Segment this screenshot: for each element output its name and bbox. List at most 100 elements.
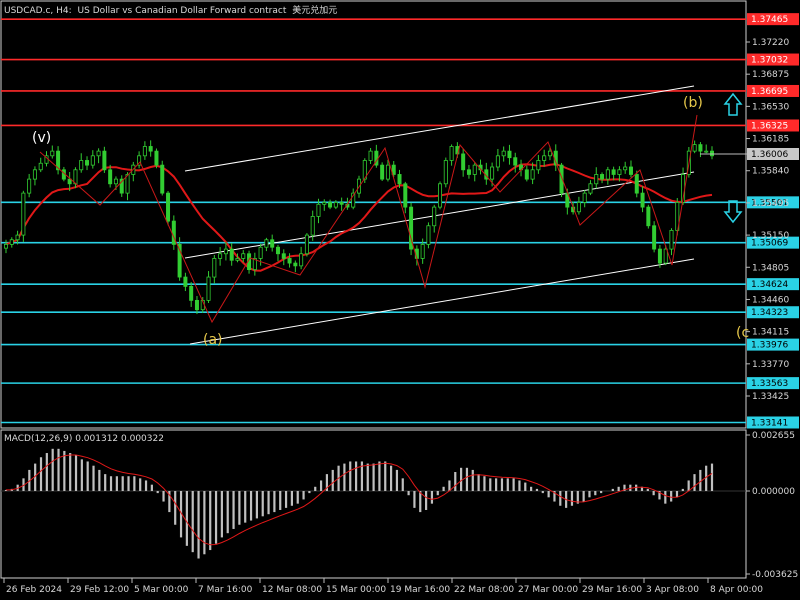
- price-candles: [4, 140, 715, 315]
- candle: [252, 252, 257, 276]
- support-level-tag: [747, 236, 799, 249]
- candle: [339, 197, 344, 211]
- candle: [32, 166, 37, 186]
- candle: [206, 271, 211, 303]
- candle: [275, 244, 280, 262]
- channel-middle-line[interactable]: [184, 171, 695, 259]
- candle: [189, 282, 194, 307]
- candle: [85, 156, 90, 171]
- price-tick-label: 1.36185: [752, 135, 789, 145]
- candle: [235, 253, 240, 263]
- candle: [420, 238, 425, 264]
- candle: [4, 239, 9, 254]
- price-tick-label: 1.36875: [752, 70, 789, 80]
- candle: [663, 245, 668, 266]
- candle: [287, 253, 292, 268]
- candle: [310, 210, 315, 241]
- candle: [21, 190, 26, 242]
- time-tick-label: 29 Mar 16:00: [582, 585, 642, 595]
- macd-tick-label: 0.000000: [752, 487, 795, 497]
- candle: [634, 170, 639, 198]
- candle: [385, 159, 390, 182]
- candle: [652, 221, 657, 253]
- time-tick-label: 26 Feb 2024: [6, 585, 62, 595]
- candle: [576, 196, 581, 215]
- macd-plot-frame: [0, 429, 747, 579]
- time-tick-label: 22 Mar 08:00: [454, 585, 514, 595]
- candle: [212, 255, 217, 284]
- candle: [108, 164, 113, 188]
- price-axis: 1.37220 1.36875 1.36530 1.36185 1.35840 1.354…: [746, 38, 789, 402]
- candle: [507, 144, 512, 165]
- svg-text:1.36006: 1.36006: [751, 150, 788, 160]
- resistance-level-label: 1.37465: [751, 15, 788, 25]
- channel-lower-line[interactable]: [189, 258, 695, 345]
- support-level-tag: [747, 377, 799, 390]
- candle: [270, 234, 275, 252]
- candle: [605, 166, 610, 185]
- resistance-level-tag: [747, 119, 799, 132]
- time-axis: 26 Feb 2024 29 Feb 12:00 5 Mar 00:00 7 Mar …: [3, 578, 763, 595]
- candle: [56, 146, 61, 175]
- wave-label-b: (b): [683, 95, 703, 111]
- candle: [501, 146, 506, 162]
- candle: [264, 237, 269, 252]
- candle: [391, 161, 396, 177]
- macd-tick-label: 0.002655: [752, 431, 795, 441]
- price-tick-label: 1.36530: [752, 102, 789, 112]
- candle: [50, 145, 55, 159]
- support-level-label: 1.33976: [751, 341, 788, 351]
- current-price-tag: 1.36006: [700, 148, 799, 160]
- time-tick-label: 8 Apr 00:00: [710, 585, 763, 595]
- candle: [675, 198, 680, 236]
- candle: [223, 242, 228, 261]
- wave-label-a: (a): [203, 332, 223, 348]
- candle: [600, 172, 605, 184]
- support-level-tag: [747, 416, 799, 429]
- time-tick-label: 5 Mar 00:00: [134, 585, 189, 595]
- candle: [38, 157, 43, 173]
- support-level-tag: [747, 196, 799, 209]
- channel-upper-line[interactable]: [184, 85, 695, 172]
- candle: [293, 260, 298, 273]
- time-tick-label: 15 Mar 00:00: [326, 585, 386, 595]
- candle: [409, 202, 414, 256]
- price-tick-label: 1.35150: [752, 231, 789, 241]
- candle: [640, 186, 645, 213]
- support-level-label: 1.34323: [751, 308, 788, 318]
- candle: [438, 181, 443, 210]
- price-tick-label: 1.33425: [752, 392, 789, 402]
- macd-signal-line: [5, 454, 713, 546]
- candle: [524, 165, 529, 182]
- horizontal-levels: 1.37465 1.37032 1.36695 1.36325 1.35501 1.350…: [1, 13, 799, 429]
- candle: [15, 230, 20, 245]
- candle: [594, 167, 599, 189]
- candle: [669, 228, 674, 256]
- candle: [657, 244, 662, 268]
- candle: [403, 181, 408, 214]
- candle: [241, 250, 246, 263]
- wave-label-v: (v): [32, 130, 51, 146]
- candle: [588, 180, 593, 196]
- support-level-label: 1.34624: [751, 280, 788, 290]
- price-tick-label: 1.35840: [752, 167, 789, 177]
- time-tick-label: 12 Mar 08:00: [262, 585, 322, 595]
- support-level-label: 1.33563: [751, 379, 788, 389]
- candle: [536, 154, 541, 174]
- candle: [102, 146, 107, 173]
- candle: [299, 246, 304, 270]
- support-level-label: 1.33141: [751, 418, 788, 428]
- support-level-tag: [747, 338, 799, 351]
- wave-label-c: (c: [736, 325, 749, 341]
- resistance-level-label: 1.37032: [751, 56, 788, 66]
- time-tick-label: 27 Mar 00:00: [518, 585, 578, 595]
- candle: [177, 237, 182, 281]
- candle: [79, 153, 84, 173]
- candle: [322, 199, 327, 211]
- candle: [704, 144, 709, 154]
- time-tick-label: 3 Apr 08:00: [646, 585, 699, 595]
- price-tick-label: 1.37220: [752, 38, 789, 48]
- candle: [710, 146, 715, 160]
- time-tick-label: 29 Feb 12:00: [70, 585, 129, 595]
